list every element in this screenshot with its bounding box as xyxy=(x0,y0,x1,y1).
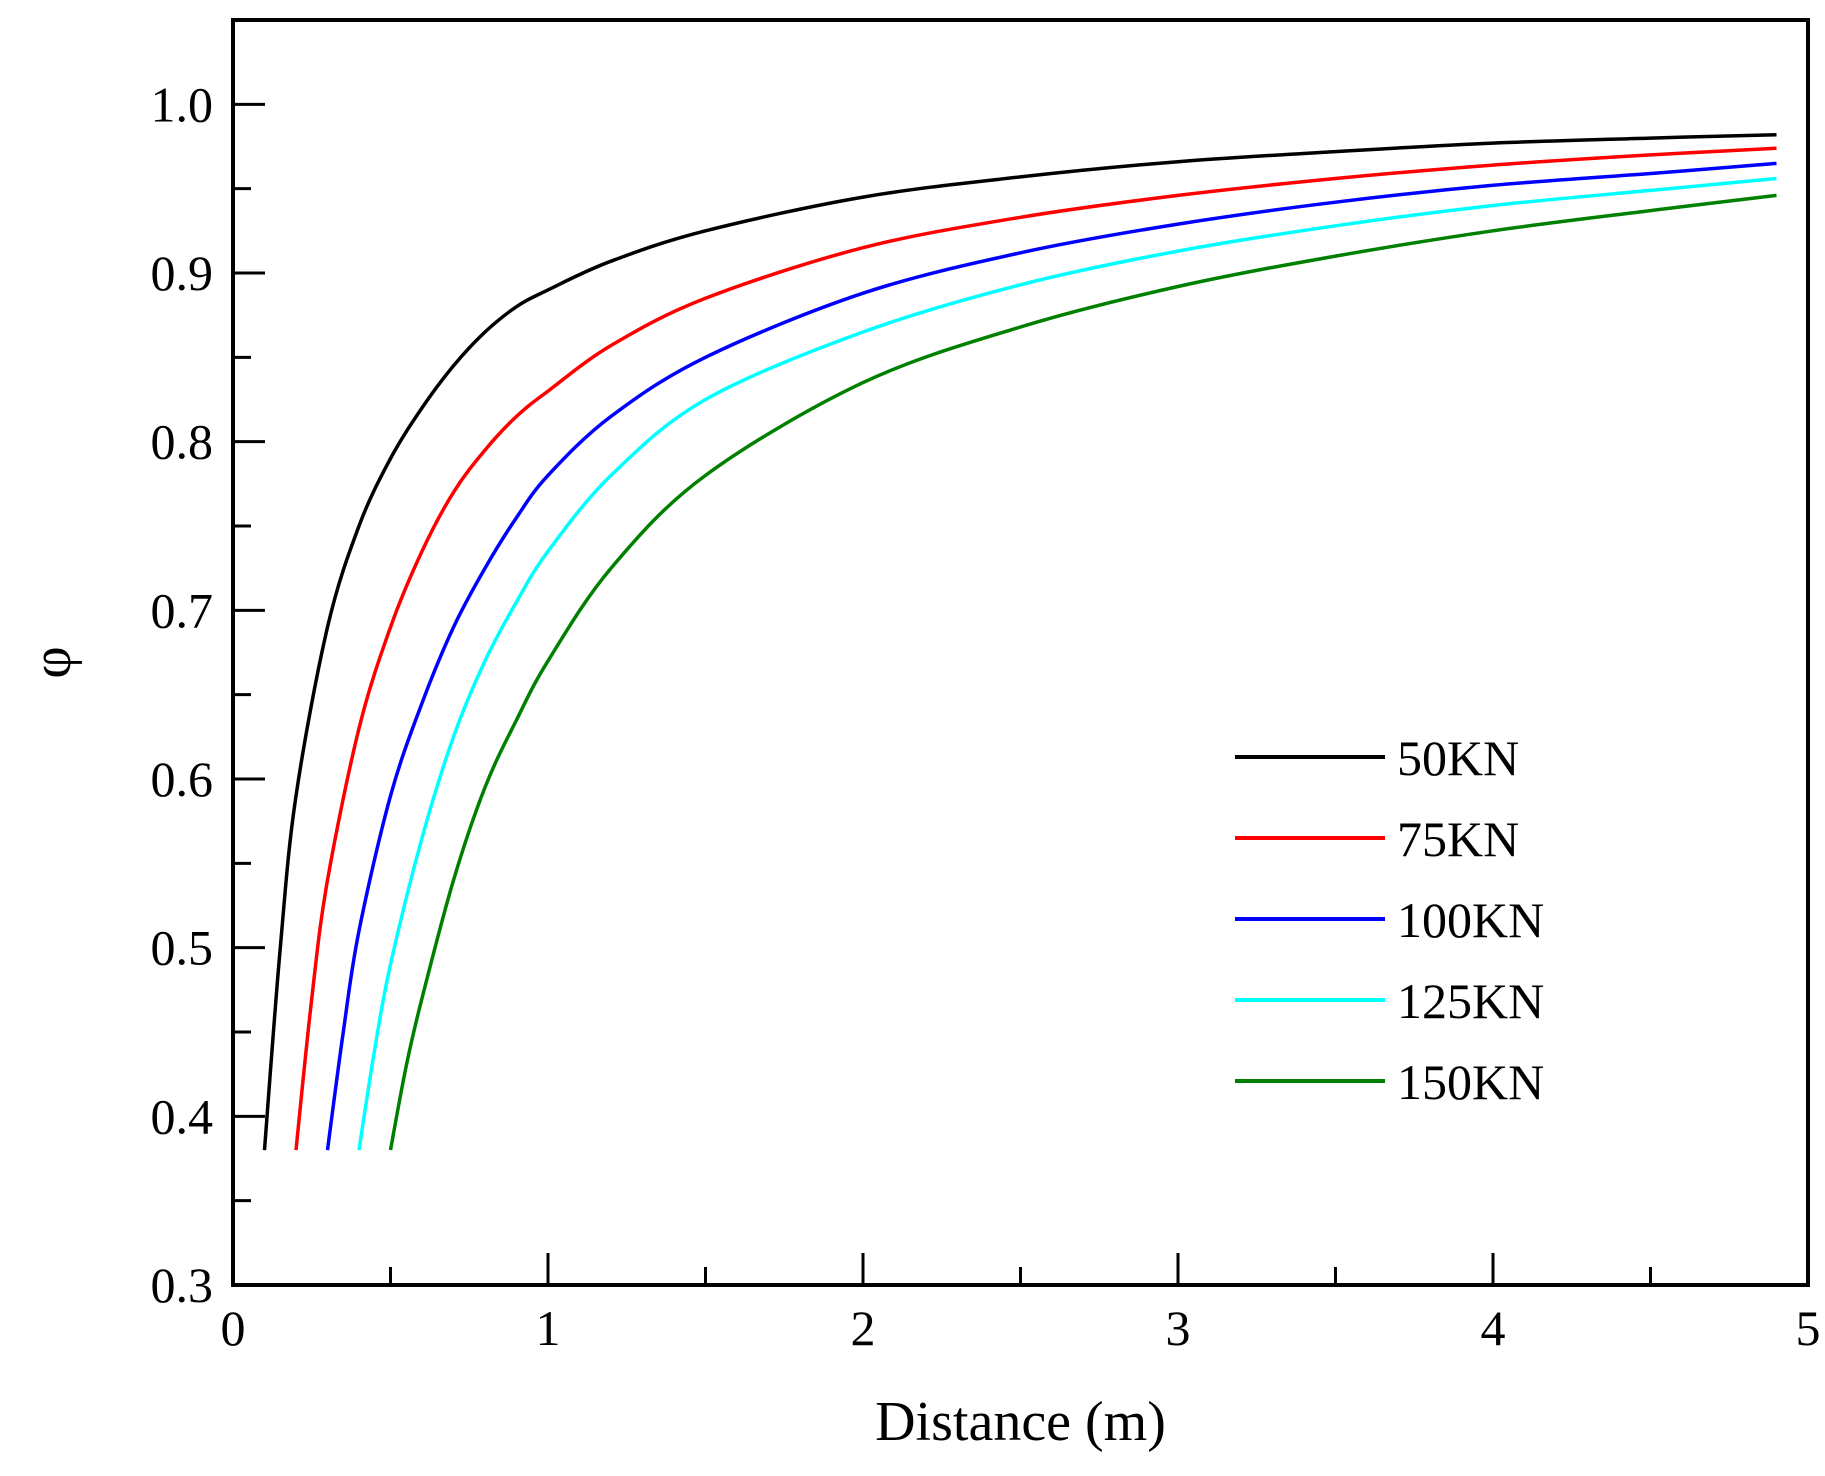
plot-area xyxy=(231,18,1810,1287)
legend-label-75kn: 75KN xyxy=(1397,811,1519,867)
series-layer xyxy=(262,132,1777,1151)
y-tick-label: 0.8 xyxy=(151,414,214,470)
y-tick-label: 0.7 xyxy=(151,582,214,638)
labels-layer: 0 1 2 3 4 5 0.3 0.4 0.5 0.6 0.7 0.8 0.9 1.0 xyxy=(151,76,1821,1356)
x-tick-label: 5 xyxy=(1796,1300,1821,1356)
y-tick-label: 0.3 xyxy=(151,1257,214,1313)
legend-label-100kn: 100KN xyxy=(1397,892,1544,948)
x-tick-label: 2 xyxy=(851,1300,876,1356)
x-tick-label: 4 xyxy=(1481,1300,1506,1356)
series-line-100kn xyxy=(325,161,1777,1151)
x-tick-label: 0 xyxy=(221,1300,246,1356)
series-line-50kn xyxy=(262,132,1777,1151)
ticks-layer xyxy=(231,102,1810,1287)
y-tick-label: 0.5 xyxy=(151,920,214,976)
x-tick-label: 3 xyxy=(1166,1300,1191,1356)
plot-frame xyxy=(231,18,1810,1287)
y-tick-label: 1.0 xyxy=(151,76,214,132)
legend-label-150kn: 150KN xyxy=(1397,1054,1544,1110)
legend-label-125kn: 125KN xyxy=(1397,973,1544,1029)
series-line-125kn xyxy=(357,176,1777,1151)
series-line-75kn xyxy=(294,146,1777,1151)
x-axis-label: Distance (m) xyxy=(875,1391,1166,1453)
legend: 50KN 75KN 100KN 125KN 150KN xyxy=(1235,730,1544,1110)
y-tick-label: 0.4 xyxy=(151,1088,214,1144)
y-tick-label: 0.6 xyxy=(151,751,214,807)
y-axis-label: φ xyxy=(21,646,83,678)
legend-label-50kn: 50KN xyxy=(1397,730,1519,786)
x-tick-label: 1 xyxy=(536,1300,561,1356)
series-line-150kn xyxy=(388,193,1777,1151)
y-tick-label: 0.9 xyxy=(151,245,214,301)
